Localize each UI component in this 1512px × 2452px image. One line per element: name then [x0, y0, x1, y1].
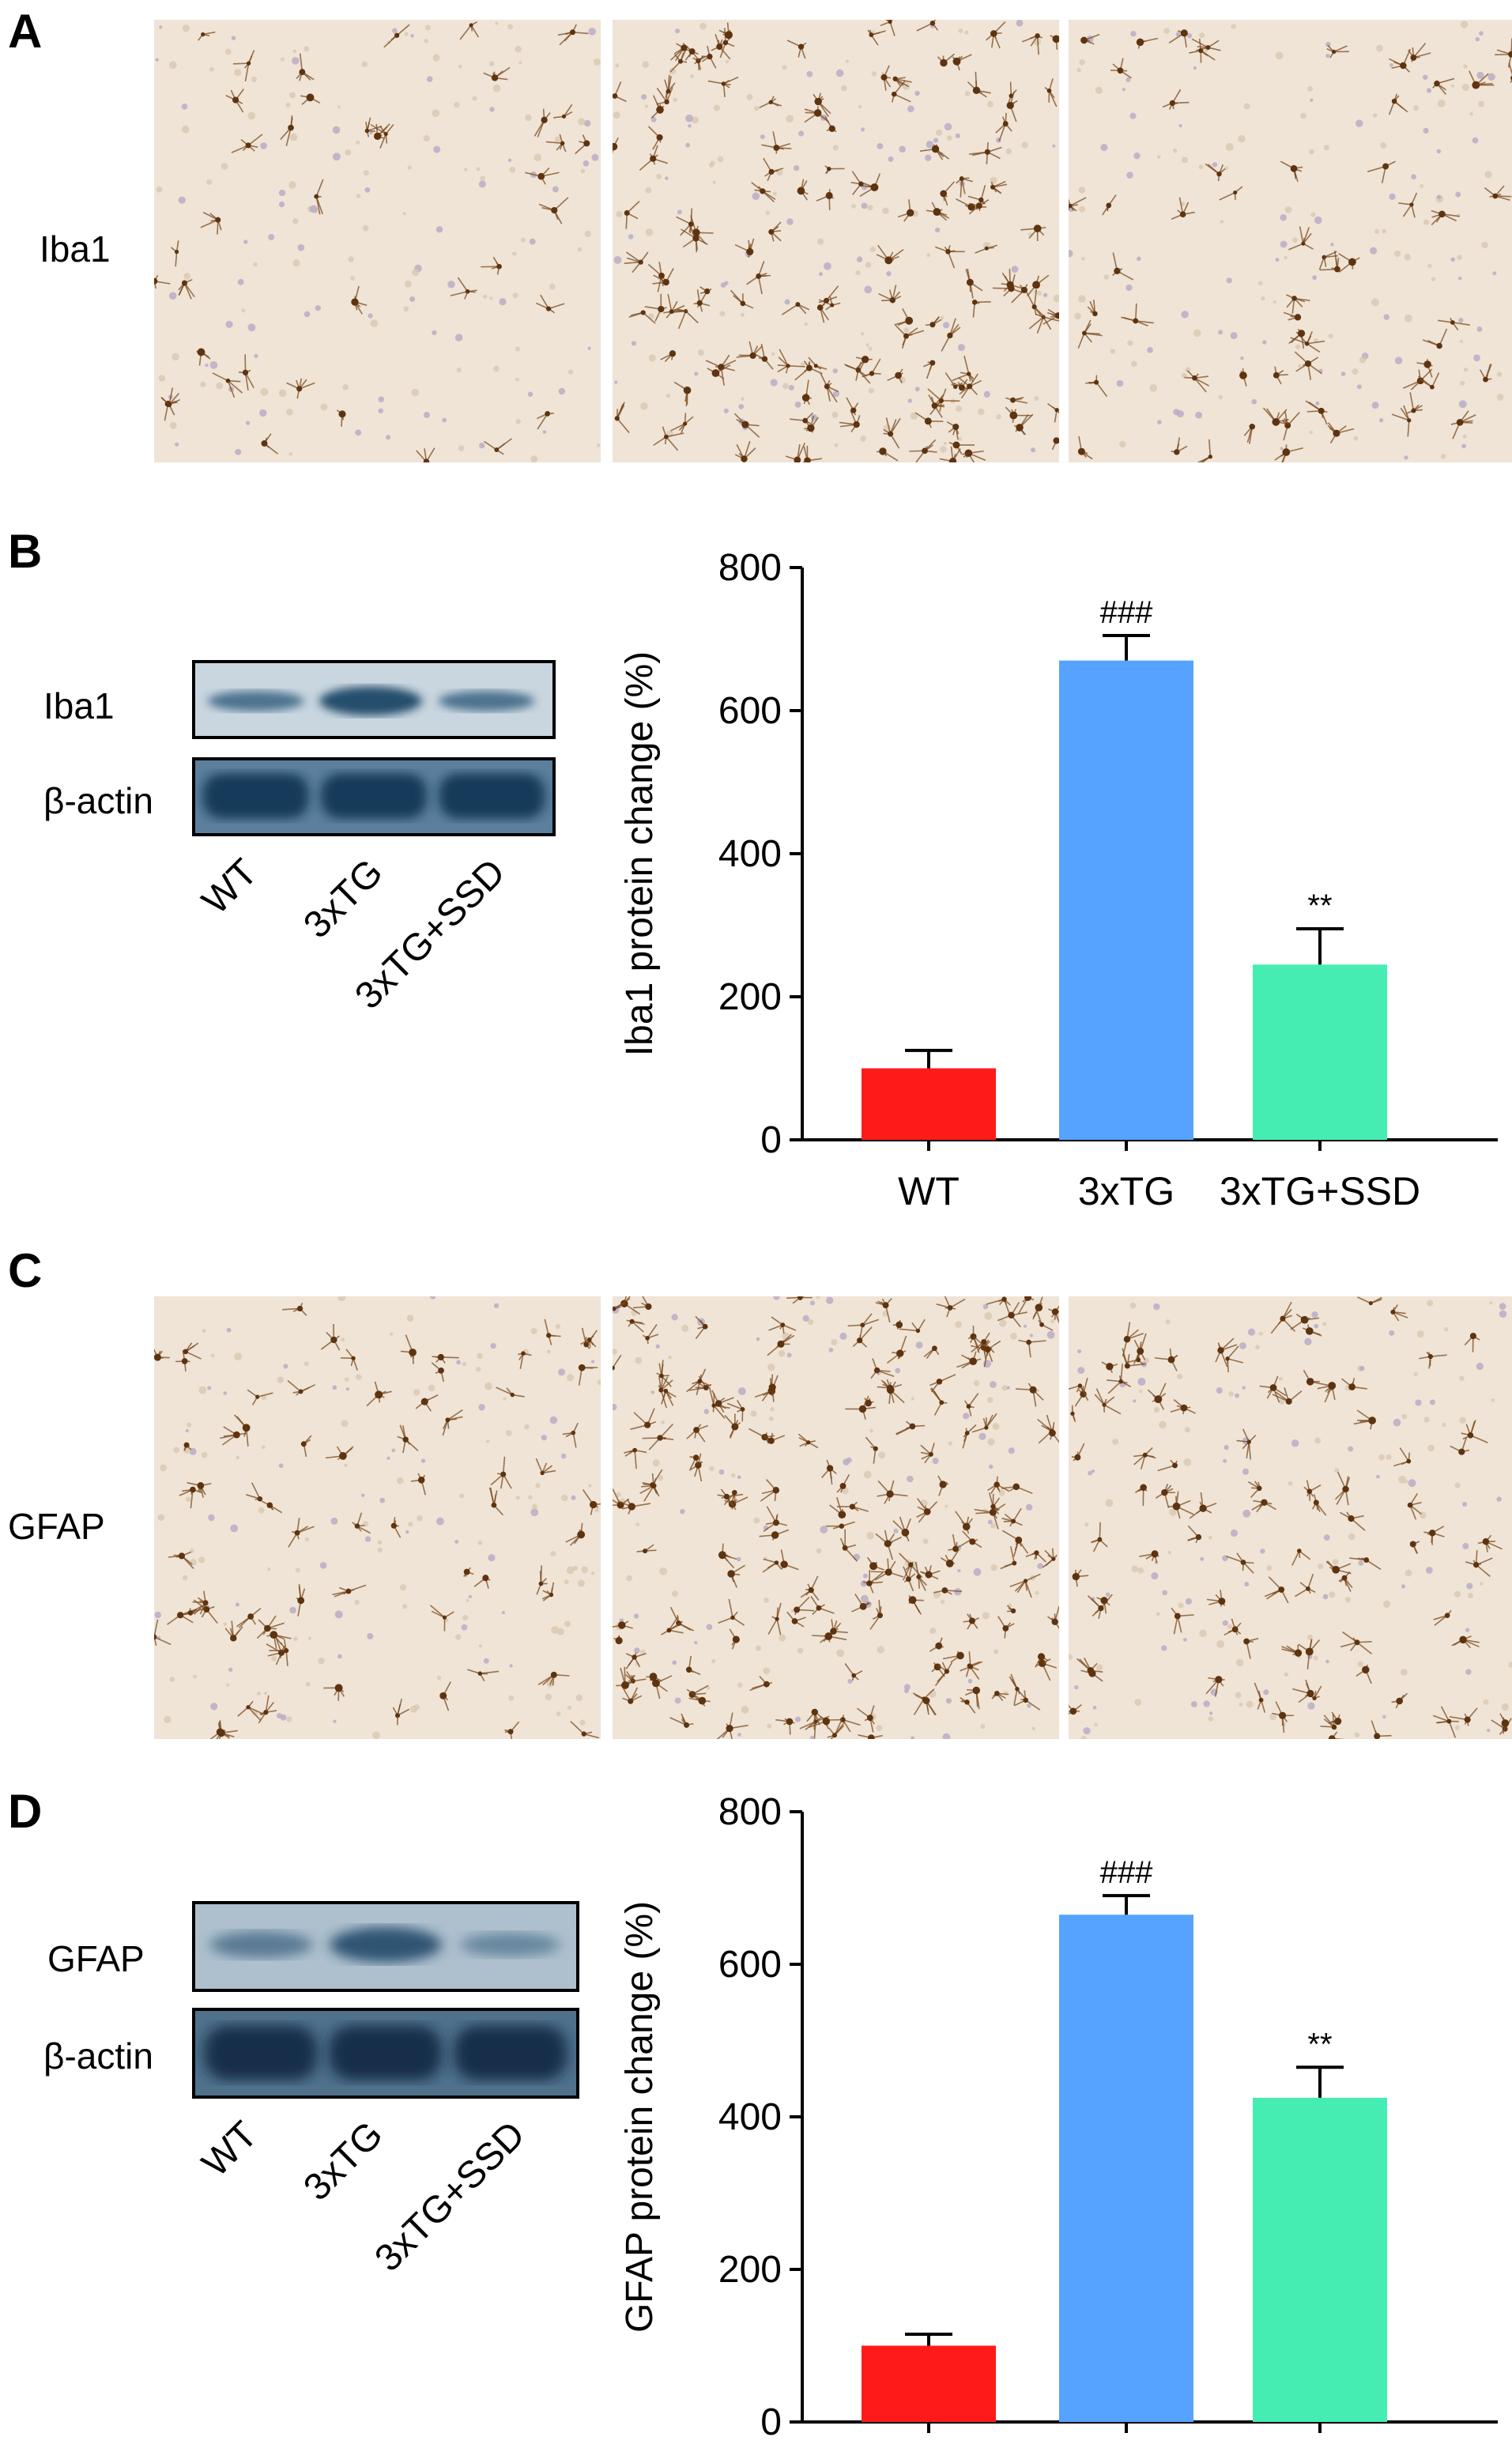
chart-b-bar-1 — [1059, 660, 1193, 1140]
chart-b-ytick-label-1: 200 — [718, 976, 782, 1018]
micrograph-iba1-3xtg-ssd — [1069, 20, 1512, 462]
panel-b-letter: B — [8, 525, 43, 578]
lane-d-3xtg-ssd: 3xTG+SSD — [367, 2113, 534, 2280]
chart-b-annotation-1: ### — [1100, 595, 1153, 630]
chart-d-ytick-label-1: 200 — [718, 2249, 782, 2291]
lane-b-3xtg: 3xTG — [295, 851, 391, 947]
blot-b-label-iba1: Iba1 — [43, 685, 115, 726]
chart-b-ytick-label-2: 400 — [718, 833, 782, 875]
chart-b-ytick-label-0: 0 — [760, 1119, 782, 1161]
lane-d-3xtg: 3xTG — [295, 2113, 391, 2209]
chart-d-bar-0 — [862, 2345, 996, 2422]
panel-d-letter: D — [8, 1785, 43, 1838]
chart-d-bar-2 — [1253, 2097, 1387, 2422]
bar-chart-iba1: 0 200 400 600 800 Iba1 protein change (%) WT 3x… — [609, 538, 1510, 1249]
micrograph-gfap-3xtg-ssd — [1069, 1296, 1512, 1739]
blot-b-iba1 — [192, 660, 556, 739]
chart-d-bar-1 — [1059, 1914, 1193, 2422]
blot-d-label-gfap: GFAP — [47, 1938, 145, 1979]
blot-d-actin — [192, 2008, 579, 2099]
chart-d-ylabel: GFAP protein change (%) — [619, 1901, 661, 2333]
micrograph-gfap-wt — [154, 1296, 601, 1739]
blot-d-gfap — [192, 1901, 579, 1992]
panel-c-row-label: GFAP — [8, 1506, 105, 1547]
chart-b-xtick-label-0: WT — [898, 1169, 960, 1213]
chart-b-xtick-label-2: 3xTG+SSD — [1220, 1169, 1420, 1213]
bar-chart-iba1-svg: 0 200 400 600 800 Iba1 protein change (%) WT 3x… — [619, 547, 1498, 1213]
micrograph-gfap-3xtg — [613, 1296, 1059, 1739]
chart-d-ytick-label-0: 0 — [760, 2401, 782, 2443]
panel-c-letter: C — [8, 1244, 43, 1297]
chart-b-bar-2 — [1253, 964, 1387, 1140]
blot-b-actin — [192, 757, 556, 836]
micrograph-iba1-wt — [154, 20, 601, 462]
chart-d-ytick-label-2: 400 — [718, 2096, 782, 2138]
chart-b-ylabel: Iba1 protein change (%) — [619, 651, 661, 1056]
chart-b-ytick-label-3: 600 — [718, 690, 782, 732]
chart-b-xtick-label-1: 3xTG — [1078, 1169, 1175, 1213]
lane-b-wt: WT — [194, 851, 266, 923]
blot-b-label-actin: β-actin — [43, 780, 153, 821]
chart-d-annotation-1: ### — [1100, 1855, 1153, 1890]
blot-d-label-actin: β-actin — [43, 2035, 153, 2077]
chart-b-annotation-2: ** — [1307, 888, 1332, 923]
lane-d-wt: WT — [194, 2113, 266, 2186]
chart-d-ytick-label-4: 800 — [718, 1791, 782, 1833]
chart-d-ytick-label-3: 600 — [718, 1944, 782, 1986]
panel-a-row-label: Iba1 — [40, 228, 111, 270]
micrograph-iba1-3xtg — [613, 20, 1059, 462]
chart-b-ytick-label-4: 800 — [718, 547, 782, 589]
chart-b-bar-0 — [862, 1068, 996, 1140]
panel-a-letter: A — [8, 5, 43, 58]
chart-d-annotation-2: ** — [1307, 2027, 1332, 2062]
